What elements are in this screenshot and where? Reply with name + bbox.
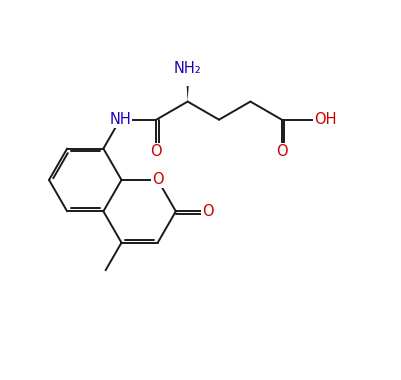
Text: O: O [275, 144, 287, 159]
Text: NH₂: NH₂ [173, 62, 201, 76]
Text: O: O [201, 204, 213, 219]
Text: O: O [152, 173, 163, 187]
Text: OH: OH [313, 112, 335, 127]
Text: O: O [150, 144, 162, 159]
Text: NH: NH [109, 112, 131, 127]
Polygon shape [185, 69, 189, 101]
